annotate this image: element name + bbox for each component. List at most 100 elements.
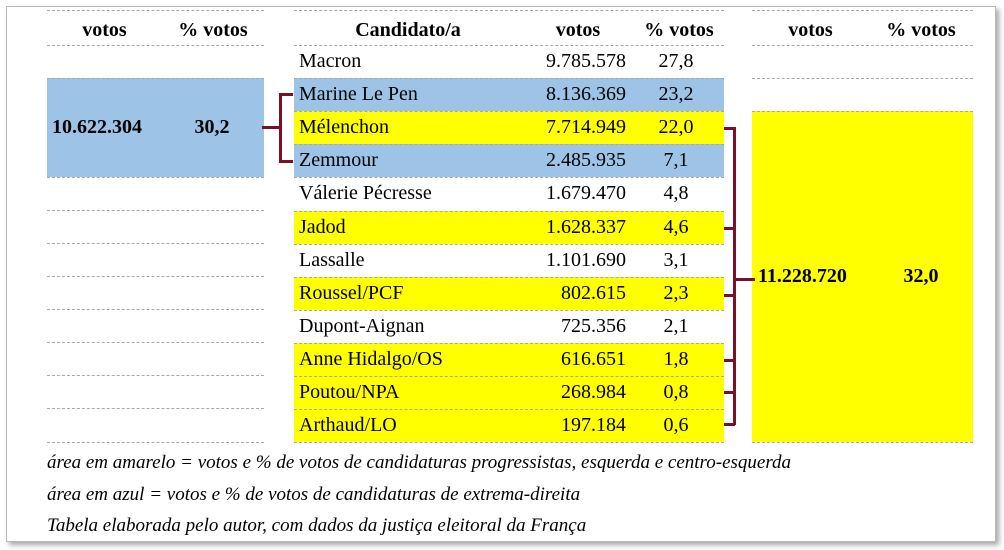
right-top-line — [752, 10, 973, 11]
center-row-line — [294, 144, 724, 146]
right-bracket-connector — [733, 278, 755, 281]
left-total-pct: 30,2 — [194, 116, 230, 138]
candidate-name: Mélenchon — [299, 116, 389, 139]
right-header-pct: % votos — [886, 19, 956, 41]
candidate-name: Poutou/NPA — [299, 381, 400, 403]
candidate-pct: 4,8 — [663, 182, 689, 205]
candidate-name: Arthaud/LO — [299, 414, 397, 437]
right-bracket-vertical — [733, 127, 736, 425]
left-header-votos: votos — [82, 19, 127, 41]
center-row-line — [294, 243, 724, 245]
right-bracket-tick — [724, 127, 735, 130]
center-row-line — [294, 78, 724, 80]
left-bracket-tick — [279, 160, 293, 163]
center-header-pct: % votos — [644, 19, 714, 41]
center-header-line — [294, 45, 724, 46]
candidate-name: Roussel/PCF — [299, 281, 404, 304]
candidate-name: Dupont-Aignan — [299, 314, 425, 337]
right-bracket-tick — [724, 294, 735, 297]
center-row-line — [294, 409, 724, 411]
table-row: Macron 9.785.578 27,8 — [294, 45, 724, 78]
candidate-name: Lassalle — [299, 248, 365, 271]
left-row-line — [47, 78, 264, 79]
left-bracket-connector — [262, 126, 280, 129]
candidate-votes: 1.679.470 — [546, 182, 626, 205]
candidate-votes: 9.785.578 — [546, 50, 626, 72]
center-row-line — [294, 276, 724, 278]
candidate-votes: 725.356 — [561, 314, 626, 337]
right-header-votos: votos — [788, 19, 833, 41]
right-bracket-tick — [724, 359, 735, 362]
left-bracket-tick — [279, 93, 293, 96]
center-row-line — [294, 309, 724, 311]
candidate-pct: 0,8 — [663, 381, 689, 403]
candidate-votes: 1.628.337 — [546, 215, 626, 238]
candidate-pct: 2,1 — [663, 314, 689, 337]
right-yellow-total-cell — [752, 111, 973, 442]
candidate-pct: 27,8 — [658, 50, 694, 72]
center-row-line — [294, 376, 724, 377]
right-row-line — [752, 442, 973, 443]
table-row: Roussel/PCF 802.615 2,3 — [294, 276, 724, 310]
candidate-votes: 802.615 — [561, 281, 626, 304]
table-row: Anne Hidalgo/OS 616.651 1,8 — [294, 342, 724, 376]
right-bracket-tick — [724, 391, 735, 394]
table-row: Poutou/NPA 268.984 0,8 — [294, 376, 724, 410]
left-blue-total-cell — [47, 78, 264, 177]
candidate-pct: 3,1 — [663, 248, 689, 271]
candidate-pct: 1,8 — [663, 347, 689, 370]
right-row-line — [752, 111, 973, 112]
left-row-line — [47, 243, 264, 244]
right-bracket-tick — [724, 227, 735, 230]
note-source: Tabela elaborada pelo autor, com dados d… — [47, 515, 587, 536]
right-row-line — [752, 78, 973, 79]
right-total-votes: 11.228.720 — [758, 265, 847, 287]
candidate-votes: 8.136.369 — [546, 83, 626, 106]
note-yellow: área em amarelo = votos e % de votos de … — [47, 452, 792, 473]
candidate-pct: 23,2 — [658, 83, 694, 106]
center-row-line — [294, 177, 724, 179]
candidate-pct: 22,0 — [658, 116, 694, 139]
table-row: Dupont-Aignan 725.356 2,1 — [294, 310, 724, 343]
table-row: Válerie Pécresse 1.679.470 4,8 — [294, 177, 724, 210]
candidate-name: Anne Hidalgo/OS — [299, 347, 443, 370]
right-bracket-tick — [724, 423, 735, 426]
candidate-pct: 2,3 — [663, 281, 689, 304]
table-row: Mélenchon 7.714.949 22,0 — [294, 111, 724, 145]
center-header-candidate: Candidato/a — [355, 19, 461, 41]
candidate-name: Macron — [299, 50, 362, 72]
candidate-votes: 7.714.949 — [546, 116, 626, 139]
candidate-pct: 0,6 — [663, 414, 689, 437]
left-total-votes: 10.622.304 — [52, 116, 142, 138]
candidate-name: Zemmour — [299, 149, 378, 172]
table-row: Arthaud/LO 197.184 0,6 — [294, 409, 724, 443]
left-row-line — [47, 276, 264, 277]
candidate-name: Marine Le Pen — [299, 83, 418, 106]
center-top-line — [294, 10, 724, 11]
candidate-pct: 4,6 — [663, 215, 689, 238]
left-row-line — [47, 375, 264, 376]
table-row: Zemmour 2.485.935 7,1 — [294, 144, 724, 178]
table-row: Marine Le Pen 8.136.369 23,2 — [294, 78, 724, 112]
left-row-line — [47, 408, 264, 409]
center-row-line — [294, 210, 724, 212]
left-bracket-vertical — [279, 93, 282, 162]
left-header-pct: % votos — [178, 19, 248, 41]
left-row-line — [47, 442, 264, 443]
candidate-name: Jadod — [299, 215, 346, 238]
candidate-pct: 7,1 — [663, 149, 689, 172]
right-header-line — [752, 45, 973, 46]
center-row-line — [294, 342, 724, 344]
candidate-name: Válerie Pécresse — [299, 182, 432, 205]
left-row-line — [47, 210, 264, 211]
left-row-line — [47, 309, 264, 310]
center-row-line — [294, 442, 724, 444]
left-row-line — [47, 177, 264, 178]
candidate-votes: 268.984 — [561, 381, 626, 403]
left-row-line — [47, 342, 264, 343]
right-total-pct: 32,0 — [903, 265, 939, 287]
left-top-line — [47, 10, 264, 11]
candidate-votes: 2.485.935 — [546, 149, 626, 172]
candidate-votes: 197.184 — [561, 414, 626, 437]
table-row: Lassalle 1.101.690 3,1 — [294, 244, 724, 277]
